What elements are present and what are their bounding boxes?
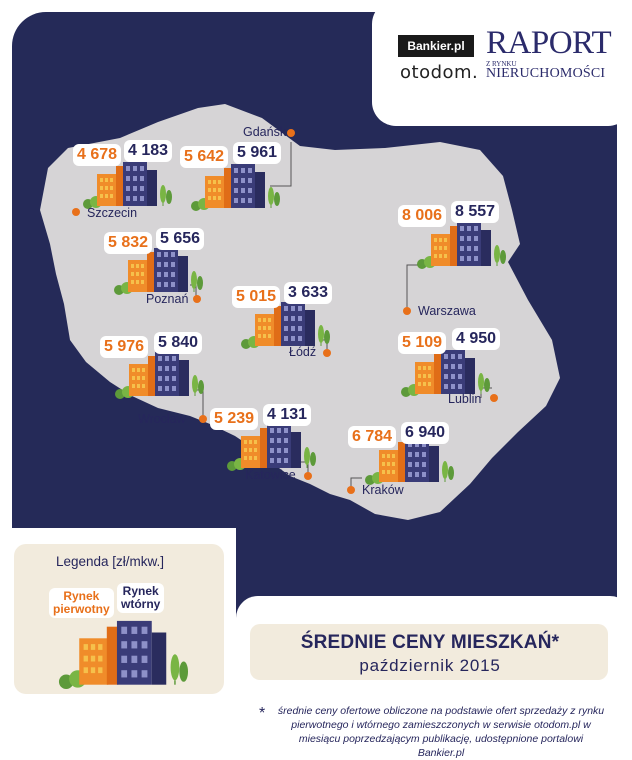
legend-secondary-label: Rynek wtórny (117, 583, 165, 613)
price-primary-lodz: 5 015 (232, 286, 281, 308)
legend-primary-line1: Rynek (63, 589, 100, 603)
legend-secondary-line2: wtórny (121, 597, 161, 611)
page-title: ŚREDNIE CENY MIESZKAŃ* (300, 632, 560, 653)
price-secondary-poznan: 5 656 (156, 228, 205, 250)
price-primary-krakow: 6 784 (348, 426, 397, 448)
raport-subtitle: NIERUCHOMOŚCI (486, 66, 606, 81)
price-secondary-krakow: 6 940 (401, 422, 450, 444)
marker-katowice (304, 472, 312, 480)
price-primary-warszawa: 8 006 (398, 205, 447, 227)
marker-gdansk (287, 129, 295, 137)
raport-subtitle-small: Z RYNKU (486, 60, 517, 68)
bankier-logo: Bankier.pl (398, 35, 474, 57)
price-primary-poznan: 5 832 (104, 232, 153, 254)
price-primary-szczecin: 4 678 (73, 144, 122, 166)
marker-szczecin (72, 208, 80, 216)
otodom-logo: otodom. (400, 62, 479, 83)
price-primary-wroclaw: 5 976 (100, 336, 149, 358)
city-name-krakow: Kraków (362, 483, 404, 497)
raport-logo: RAPORT (486, 25, 612, 61)
page-subtitle: październik 2015 (359, 656, 501, 675)
price-secondary-katowice: 4 131 (263, 404, 312, 426)
marker-warszawa (403, 307, 411, 315)
marker-krakow (347, 486, 355, 494)
price-secondary-lublin: 4 950 (452, 328, 501, 350)
city-name-gdansk: Gdańsk (243, 125, 287, 139)
city-name-szczecin: Szczecin (87, 206, 138, 220)
legend-title: Legenda [zł/mkw.] (56, 554, 165, 569)
marker-wroclaw (199, 415, 207, 423)
price-secondary-warszawa: 8 557 (451, 201, 500, 223)
marker-poznan (193, 295, 201, 303)
price-primary-lublin: 5 109 (398, 332, 447, 354)
footnote-text: średnie ceny ofertowe obliczone na podst… (277, 705, 605, 759)
price-secondary-wroclaw: 5 840 (154, 332, 203, 354)
city-name-wroclaw: Wrocław (138, 412, 186, 426)
marker-lublin (490, 394, 498, 402)
city-name-warszawa: Warszawa (418, 304, 476, 318)
price-secondary-lodz: 3 633 (284, 282, 333, 304)
price-secondary-gdansk: 5 961 (233, 142, 282, 164)
legend-secondary-line1: Rynek (122, 584, 159, 598)
price-primary-gdansk: 5 642 (180, 146, 229, 168)
city-name-lodz: Łódź (289, 345, 317, 359)
city-name-poznan: Poznań (146, 292, 189, 306)
city-name-lublin: Lublin (448, 392, 482, 406)
legend-primary-label: Rynek pierwotny (49, 588, 114, 618)
price-primary-katowice: 5 239 (210, 408, 259, 430)
city-name-katowice: Katowice (245, 468, 296, 482)
legend-primary-line2: pierwotny (53, 602, 110, 616)
marker-lodz (323, 349, 331, 357)
footnote-star: * (259, 705, 266, 722)
price-secondary-szczecin: 4 183 (124, 140, 173, 162)
